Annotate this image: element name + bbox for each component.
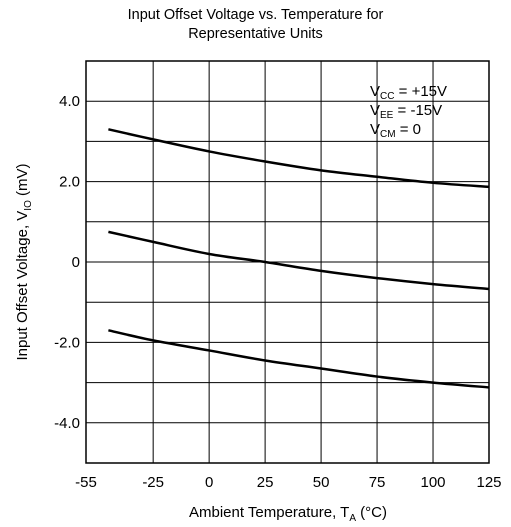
y-tick-label: 2.0 bbox=[59, 174, 80, 191]
x-tick-label: -25 bbox=[142, 474, 164, 491]
x-axis-title-main: Ambient Temperature, T bbox=[189, 504, 349, 521]
x-tick-label: 0 bbox=[205, 474, 213, 491]
x-tick-label: 50 bbox=[313, 474, 330, 491]
y-tick-label: -4.0 bbox=[54, 415, 80, 432]
y-axis-title: Input Offset Voltage, VIO (mV) bbox=[14, 163, 34, 360]
y-axis-title-subscript: IO bbox=[23, 200, 34, 211]
annotation-line-1: VCC = +15V bbox=[370, 83, 447, 102]
x-tick-label: 100 bbox=[421, 474, 446, 491]
x-tick-label: 75 bbox=[369, 474, 386, 491]
y-tick-label: 4.0 bbox=[59, 93, 80, 110]
x-tick-label: 125 bbox=[476, 474, 501, 491]
annotation-line-3: VCM = 0 bbox=[370, 121, 421, 140]
chart-title-line-1: Input Offset Voltage vs. Temperature for bbox=[127, 7, 384, 23]
x-axis-title-subscript: A bbox=[349, 513, 356, 524]
x-tick-label: 25 bbox=[257, 474, 274, 491]
x-tick-label: -55 bbox=[75, 474, 97, 491]
chart-title-line-2: Representative Units bbox=[188, 26, 323, 42]
y-tick-label: -2.0 bbox=[54, 334, 80, 351]
y-axis-title-unit: (mV) bbox=[14, 163, 31, 200]
series-line-2 bbox=[108, 230, 490, 291]
tick-label-layer: -55 -25 0 25 50 75 100 125 4.0 2.0 0 -2.0 -4.0 bbox=[54, 93, 501, 491]
grid-layer bbox=[85, 60, 490, 464]
series-line-3 bbox=[108, 329, 490, 389]
series-layer bbox=[108, 128, 490, 389]
x-axis-title-unit: (°C) bbox=[356, 504, 387, 521]
y-axis-title-main: Input Offset Voltage, V bbox=[14, 211, 31, 361]
x-axis-title: Ambient Temperature, TA (°C) bbox=[189, 504, 387, 524]
annotation-line-2: VEE = -15V bbox=[370, 102, 442, 121]
y-tick-label: 0 bbox=[72, 254, 80, 271]
series-line-1 bbox=[108, 128, 490, 189]
